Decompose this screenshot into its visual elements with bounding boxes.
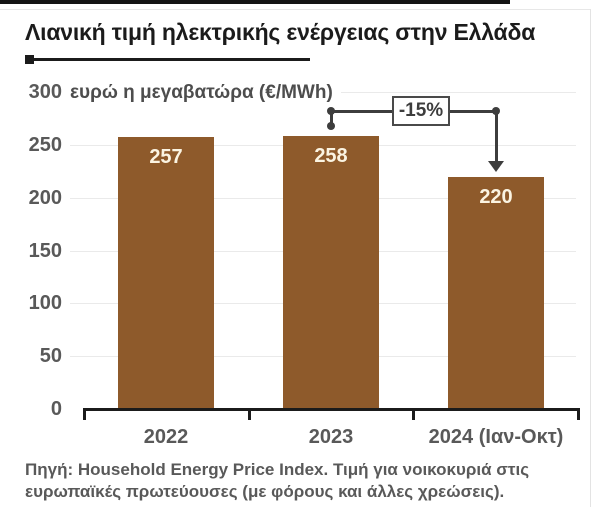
annotation-arrowhead-icon [488,161,504,172]
source-note-line2: ευρωπαϊκές πρωτεύουσες (με φόρους και άλ… [25,482,505,501]
title-underline [25,58,310,61]
bar-2022 [118,137,214,410]
x-category-label: 2022 [143,426,189,448]
x-category-label: 2023 [308,426,354,448]
card-right-border [590,9,591,507]
y-axis-unit-label: ευρώ η μεγαβατώρα (€/MWh) [70,80,341,106]
bar-2024 (Ιαν-Οκτ) [448,177,544,410]
annotation-dot [327,122,335,130]
x-axis-tick [412,408,415,420]
bar-value-label: 257 [149,146,183,168]
annotation-dot [492,107,500,115]
x-axis-tick [248,408,251,420]
x-axis-tick [577,408,580,420]
y-tick-label: 100 [28,292,62,314]
y-tick-label: 250 [28,134,62,156]
chart-title: Λιανική τιμή ηλεκτρικής ενέργειας στην Ε… [25,19,536,45]
source-note-line1: Πηγή: Household Energy Price Index. Τιμή… [25,460,530,479]
y-tick-label: 50 [39,345,62,367]
bar-value-label: 258 [314,145,348,167]
x-axis-line [83,408,580,411]
y-tick-label: 200 [28,187,62,209]
annotation-change-badge: -15% [392,96,450,126]
x-axis-tick [83,408,86,420]
x-category-label: 2024 (Ιαν-Οκτ) [428,426,564,448]
top-strip [0,0,510,4]
y-tick-label: 150 [28,240,62,262]
card-top-border [0,9,590,10]
y-tick-label: 0 [50,398,62,420]
annotation-riser-line [330,110,333,126]
y-tick-label: 300 [28,81,62,103]
bar-value-label: 220 [479,186,513,208]
annotation-arrow-line [495,110,498,161]
annotation-dot [327,107,335,115]
bar-2023 [283,136,379,410]
title-underline-marker [25,55,34,64]
